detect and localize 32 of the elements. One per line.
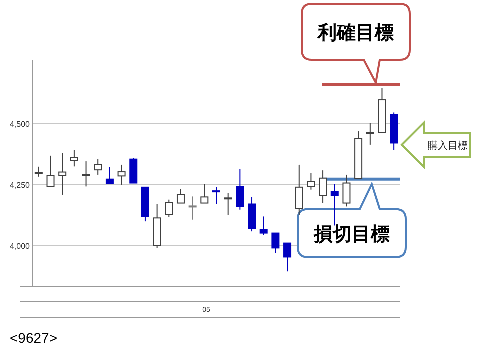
candlestick: [118, 164, 126, 186]
candlestick: [94, 158, 102, 176]
candlestick: [284, 242, 292, 272]
candlestick: [307, 172, 316, 190]
candlestick: [272, 232, 280, 254]
candlestick: [366, 122, 374, 146]
candlestick: [165, 199, 174, 218]
candlestick: [200, 183, 209, 204]
candlestick: [176, 188, 185, 204]
candlestick: [224, 192, 232, 216]
candlestick: [58, 152, 67, 196]
candlestick: [260, 216, 268, 236]
ref-line-label: 利確目標: [317, 22, 394, 44]
candlestick: [188, 196, 197, 220]
candlestick: [46, 155, 55, 188]
y-tick-label: 4,250: [10, 180, 31, 190]
candlestick: [212, 186, 220, 205]
candlestick: [330, 183, 339, 226]
candlestick: [295, 164, 304, 216]
candlestick: [82, 161, 90, 188]
text: 購入目標: [428, 140, 468, 152]
y-tick-label: 4,500: [10, 120, 31, 129]
candlestick: [106, 166, 114, 184]
candlestick: [236, 168, 244, 210]
candlestick: [319, 170, 328, 204]
candlestick: [34, 166, 43, 178]
candlestick: [70, 150, 78, 168]
candlestick: [130, 158, 138, 184]
candlestick: [342, 174, 351, 208]
ref-line-label: 損切目標: [313, 223, 390, 246]
y-tick-label: 4,000: [10, 242, 31, 251]
text: <9627>: [10, 330, 58, 346]
